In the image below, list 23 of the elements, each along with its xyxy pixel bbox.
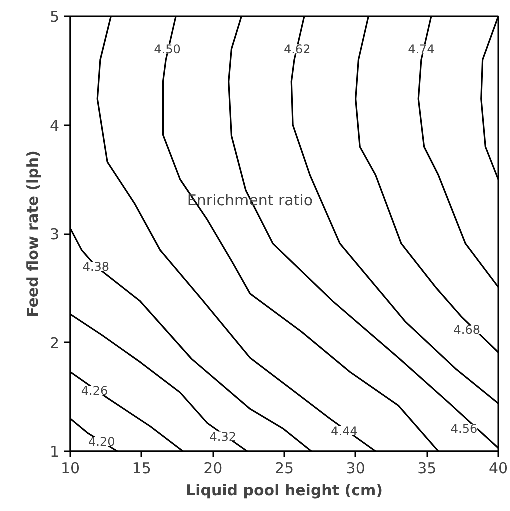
annotation: 4.44 (331, 424, 358, 438)
x-tick-label: 10 (60, 460, 80, 478)
annotation: 4.74 (408, 42, 435, 57)
annotation: 4.32 (210, 430, 237, 444)
x-tick-label: 15 (132, 460, 152, 478)
x-tick-label: 25 (274, 460, 294, 478)
annotation: 4.56 (450, 422, 478, 436)
x-tick-label: 35 (418, 460, 437, 478)
x-tick-label: 40 (488, 460, 508, 478)
x-tick-label: 20 (204, 460, 223, 478)
annotation: 4.62 (284, 42, 311, 57)
annotation: 4.26 (81, 384, 108, 398)
y-tick-label: 1 (50, 443, 60, 461)
y-tick-label: 5 (50, 8, 60, 26)
y-axis-title: Feed flow rate (lph) (24, 150, 42, 318)
y-tick-label: 2 (50, 334, 60, 352)
y-tick-label: 4 (50, 116, 60, 135)
annotation: 4.50 (154, 42, 181, 57)
annotation: 4.68 (454, 323, 480, 338)
x-tick-label: 30 (346, 460, 366, 478)
y-tick-label: 3 (50, 226, 60, 244)
x-axis-title: Liquid pool height (cm) (186, 482, 383, 500)
annotation: 4.20 (88, 435, 116, 450)
